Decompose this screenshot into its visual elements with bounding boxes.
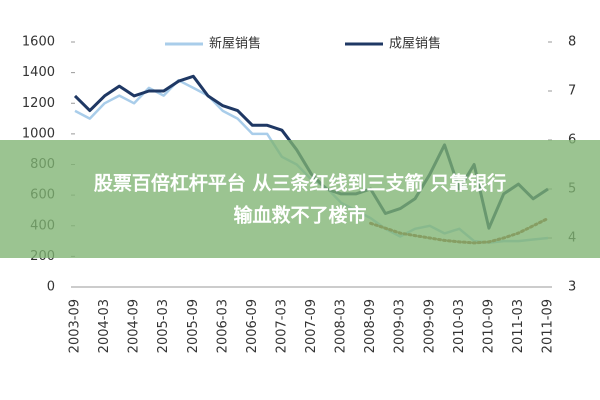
y-tick-label: 1400 xyxy=(22,65,55,80)
y2-tick-label: 7 xyxy=(568,84,576,99)
x-tick-label: 2009-09 xyxy=(422,299,437,353)
y-tick-label: 1200 xyxy=(22,96,55,111)
banner-text: 输血救不了楼市 xyxy=(233,204,366,227)
y-tick-label: 0 xyxy=(47,280,55,295)
x-tick-label: 2004-09 xyxy=(127,299,142,353)
x-tick-label: 2007-03 xyxy=(274,299,289,353)
legend-label: 新屋销售 xyxy=(209,36,261,52)
x-tick-label: 2011-09 xyxy=(541,299,556,353)
banner xyxy=(0,140,600,258)
x-tick-label: 2003-09 xyxy=(68,299,83,353)
x-tick-label: 2004-03 xyxy=(97,299,112,353)
x-tick-label: 2007-09 xyxy=(304,299,319,353)
y2-tick-label: 8 xyxy=(568,35,576,50)
x-tick-label: 2006-03 xyxy=(215,299,230,353)
x-tick-label: 2010-03 xyxy=(452,299,467,353)
x-tick-label: 2005-03 xyxy=(156,299,171,353)
x-tick-label: 2008-03 xyxy=(334,299,349,353)
x-tick-label: 2005-09 xyxy=(186,299,201,353)
x-tick-label: 2010-09 xyxy=(481,299,496,353)
x-tick-label: 2009-03 xyxy=(393,299,408,353)
x-tick-label: 2006-09 xyxy=(245,299,260,353)
y-tick-label: 1000 xyxy=(22,126,55,141)
legend-label: 成屋销售 xyxy=(389,36,441,52)
x-tick-label: 2011-03 xyxy=(511,299,526,353)
y2-tick-label: 3 xyxy=(568,280,576,295)
y-tick-label: 1600 xyxy=(22,35,55,50)
x-tick-label: 2008-09 xyxy=(363,299,378,353)
banner-text: 股票百倍杠杆平台 从三条红线到三支箭 只靠银行 xyxy=(94,172,506,195)
